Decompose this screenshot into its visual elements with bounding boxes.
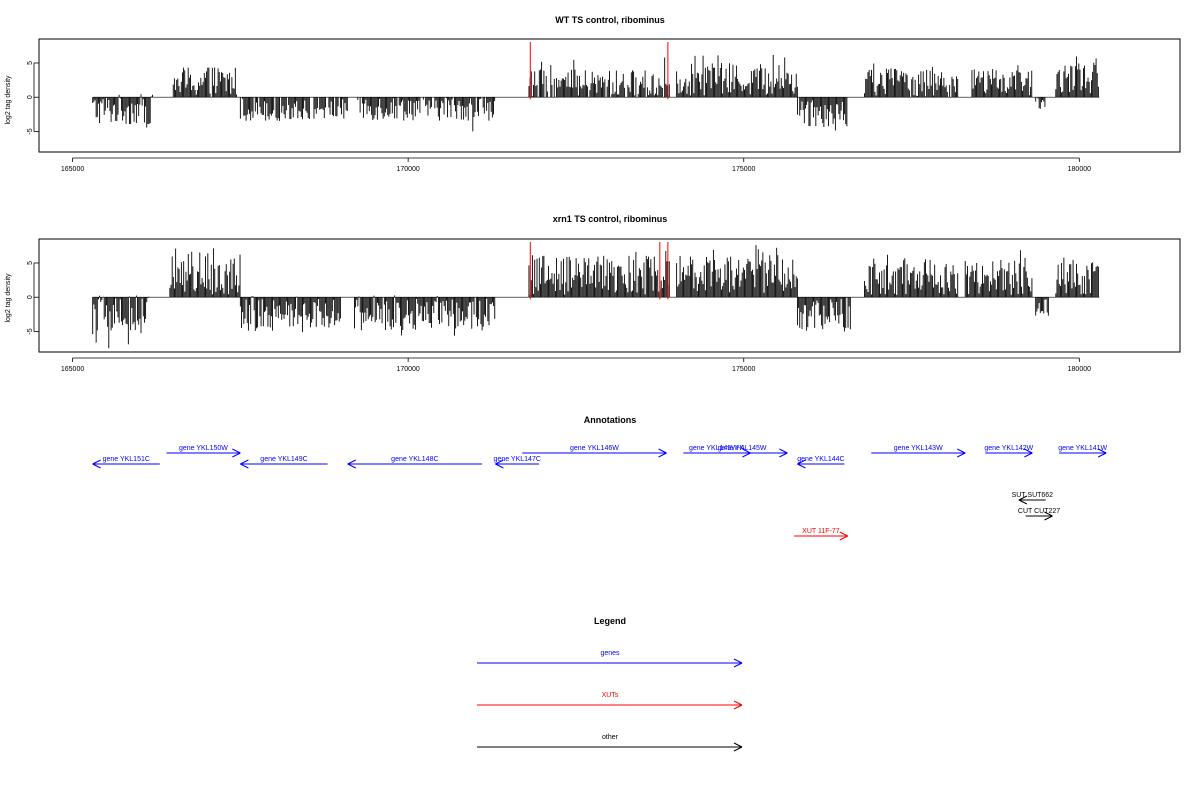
- x-tick-label: 175000: [732, 366, 755, 373]
- y-tick-label: 5: [27, 261, 34, 265]
- feature-label: gene YKL145W: [718, 445, 767, 452]
- feature-label: SUT SUT662: [1012, 492, 1054, 499]
- x-tick-label: 180000: [1068, 166, 1091, 173]
- feature-label: gene YKL151C: [103, 456, 150, 463]
- xrn1-markers: [529, 242, 669, 300]
- y-tick-label: 0: [27, 295, 34, 299]
- xrn1-track-title: xrn1 TS control, ribominus: [553, 214, 668, 224]
- feature-label: gene YKL141W: [1058, 445, 1107, 452]
- wt-x-axis: 165000 170000 175000 180000: [61, 157, 1091, 173]
- feature-arrow: [166, 448, 241, 458]
- feature-arrow: [522, 448, 667, 458]
- feature-label: gene YKL144C: [797, 456, 844, 463]
- annotation-features: gene YKL151C gene YKL150W gene YKL149C gene…: [92, 445, 1108, 541]
- feature-arrow: [240, 459, 328, 469]
- xrn1-x-axis: 165000 170000 175000 180000: [61, 357, 1091, 373]
- feature-label: XUT 11F-77: [802, 528, 840, 535]
- legend-label: other: [602, 734, 619, 741]
- x-tick-label: 165000: [61, 366, 84, 373]
- feature-label: gene YKL150W: [179, 445, 228, 452]
- legend-arrow: [477, 742, 743, 752]
- wt-y-axis: -5 0 5: [27, 61, 39, 135]
- feature-label: CUT CUT227: [1018, 508, 1060, 515]
- x-tick-label: 165000: [61, 166, 84, 173]
- feature-arrow: [871, 448, 966, 458]
- xrn1-signal-bars: [92, 245, 1099, 349]
- legend-arrow: [477, 700, 743, 710]
- feature-arrow: [797, 459, 845, 469]
- legend-arrow: [477, 658, 743, 668]
- feature-arrow: [92, 459, 160, 469]
- feature-label: gene YKL143W: [894, 445, 943, 452]
- wt-track-ylabel: log2 tag density: [5, 75, 12, 125]
- wt-plot-frame: [38, 38, 1181, 153]
- feature-arrow: [794, 531, 848, 541]
- feature-label: gene YKL142W: [984, 445, 1033, 452]
- legend-panel: Legend genes XUTs other: [477, 616, 743, 752]
- wt-markers: [529, 42, 669, 100]
- feature-arrow: [985, 448, 1033, 458]
- wt-signal-bars: [92, 54, 1099, 132]
- y-tick-label: 5: [27, 61, 34, 65]
- x-tick-label: 170000: [396, 366, 419, 373]
- feature-arrow: [347, 459, 482, 469]
- wt-track-panel: WT TS control, ribominus log2 tag densit…: [5, 15, 1181, 173]
- legend-label: genes: [600, 650, 620, 657]
- y-tick-label: -5: [27, 128, 34, 134]
- xrn1-plot-frame: [38, 238, 1181, 353]
- x-tick-label: 180000: [1068, 366, 1091, 373]
- feature-arrow: [1018, 495, 1046, 505]
- feature-label: gene YKL146W: [570, 445, 619, 452]
- wt-track-title: WT TS control, ribominus: [555, 15, 665, 25]
- y-tick-label: 0: [27, 95, 34, 99]
- y-tick-label: -5: [27, 328, 34, 334]
- annotations-title: Annotations: [584, 415, 637, 425]
- feature-arrow: [495, 459, 540, 469]
- legend-label: XUTs: [602, 692, 619, 699]
- feature-arrow: [696, 448, 788, 458]
- feature-label: gene YKL149C: [260, 456, 307, 463]
- feature-label: gene YKL145W-A: [689, 445, 745, 452]
- xrn1-track-ylabel: log2 tag density: [5, 273, 12, 323]
- legend-entries: genes XUTs other: [477, 650, 743, 752]
- x-tick-label: 170000: [396, 166, 419, 173]
- xrn1-track-panel: xrn1 TS control, ribominus log2 tag dens…: [5, 214, 1181, 373]
- feature-label: gene YKL148C: [391, 456, 438, 463]
- feature-label: gene YKL147C: [494, 456, 541, 463]
- feature-arrow: [1059, 448, 1107, 458]
- x-tick-label: 175000: [732, 166, 755, 173]
- feature-arrow: [1025, 511, 1053, 521]
- xrn1-y-axis: -5 0 5: [27, 261, 39, 335]
- legend-title: Legend: [594, 616, 626, 626]
